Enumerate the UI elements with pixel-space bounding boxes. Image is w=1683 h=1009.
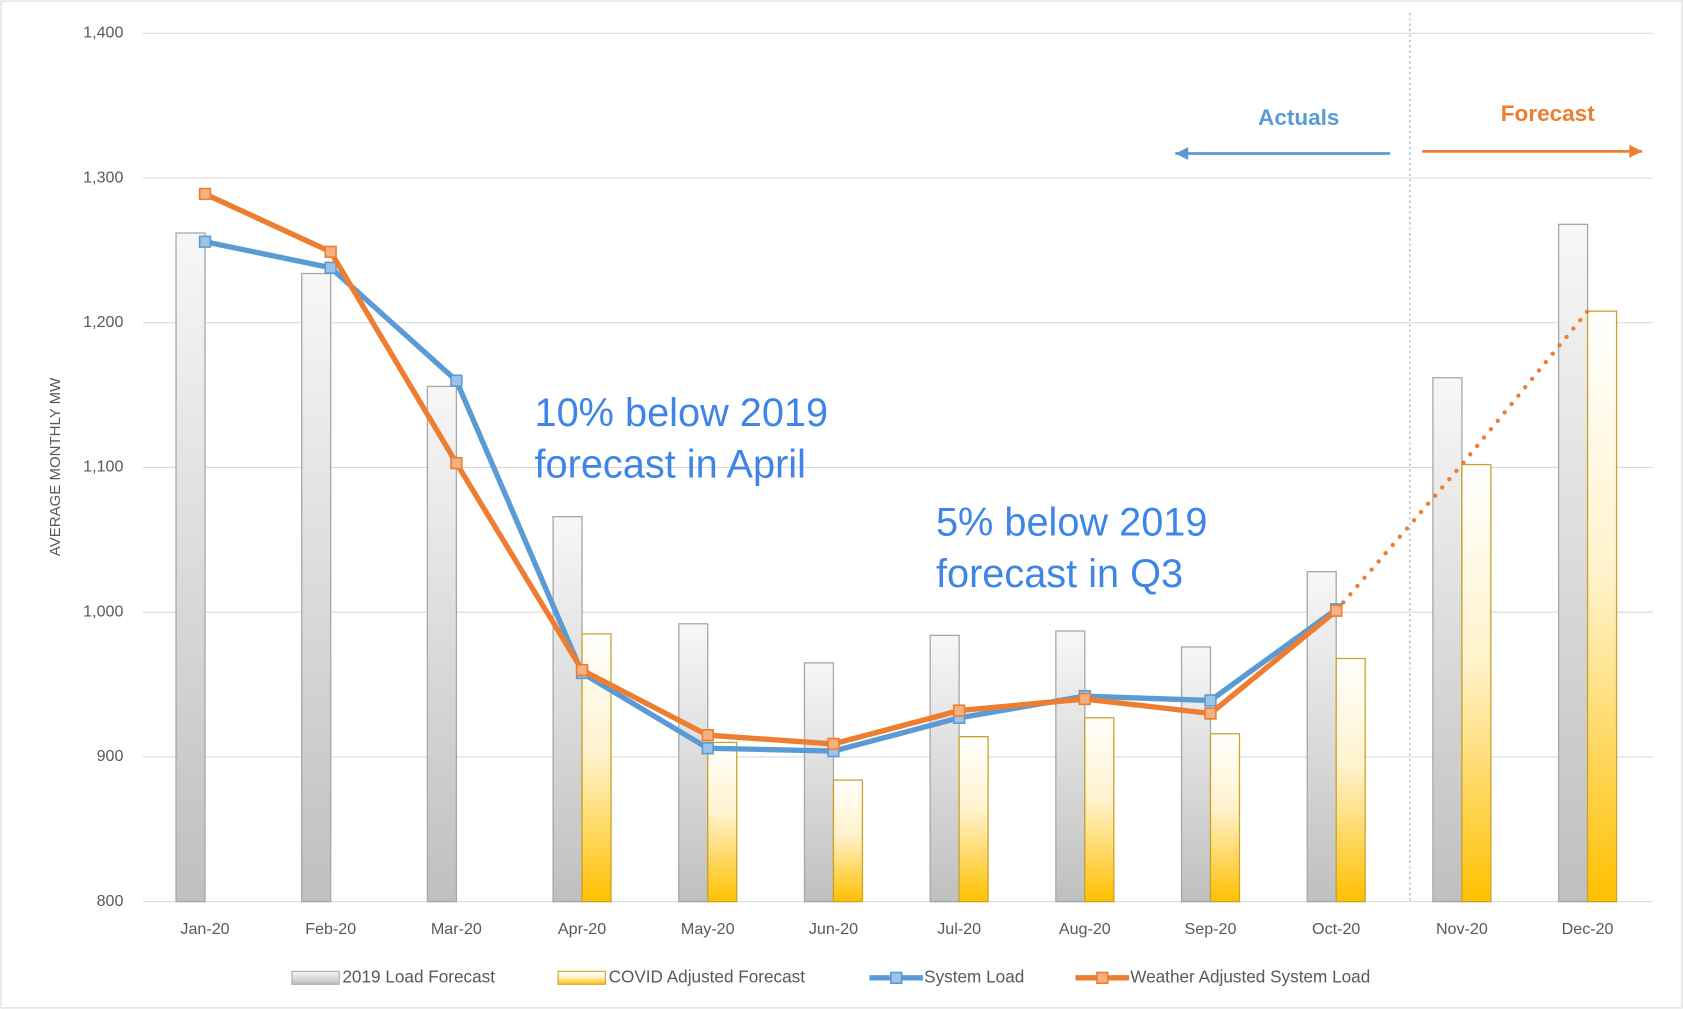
region-arrowhead — [1629, 144, 1643, 158]
line-marker — [701, 742, 714, 755]
x-tick-label: Mar-20 — [431, 920, 482, 938]
bar — [426, 385, 458, 903]
x-tick-label: Feb-20 — [305, 920, 356, 938]
bar — [1557, 223, 1589, 903]
x-tick-label: Oct-20 — [1312, 920, 1360, 938]
x-tick-label: Jun-20 — [809, 920, 858, 938]
bar — [1335, 657, 1366, 903]
y-tick-label: 900 — [97, 747, 124, 765]
y-tick-label: 1,200 — [83, 313, 123, 331]
legend-swatch — [291, 970, 340, 985]
annotation: forecast in April — [535, 442, 806, 486]
line-marker — [952, 704, 966, 717]
line-marker — [1078, 692, 1091, 706]
line-marker — [1204, 694, 1217, 707]
legend-swatch-marker — [890, 971, 903, 985]
bar — [929, 634, 960, 903]
line-marker — [1204, 707, 1217, 720]
annotation: 5% below 2019 — [936, 500, 1208, 544]
bar — [1209, 733, 1241, 903]
line — [204, 239, 1338, 754]
bar — [1084, 717, 1115, 903]
y-tick-label: 1,300 — [83, 168, 123, 186]
x-tick-label: Jan-20 — [180, 920, 229, 938]
bar — [175, 232, 206, 903]
y-axis-label: AVERAGE MONTHLY MW — [47, 377, 64, 556]
bar — [1432, 377, 1463, 903]
x-tick-label: May-20 — [681, 920, 735, 938]
x-tick-label: Apr-20 — [558, 920, 606, 938]
bar — [707, 741, 738, 903]
y-tick-label: 1,000 — [83, 602, 123, 620]
bar — [832, 779, 864, 903]
line-marker — [575, 663, 589, 677]
y-tick-label: 800 — [97, 892, 124, 910]
bar — [552, 516, 583, 903]
region-label: Actuals — [1258, 105, 1339, 130]
bar — [1586, 310, 1618, 903]
line-marker — [1330, 604, 1343, 617]
x-tick-label: Jul-20 — [937, 920, 981, 938]
projection-line — [1334, 309, 1590, 613]
line-marker — [198, 187, 212, 201]
bar — [1055, 630, 1086, 903]
bar — [1180, 646, 1212, 903]
region-arrowhead — [1175, 147, 1189, 160]
legend-label: 2019 Load Forecast — [342, 966, 495, 986]
x-tick-label: Aug-20 — [1059, 920, 1111, 938]
line-marker — [450, 456, 463, 470]
x-tick-label: Sep-20 — [1185, 920, 1237, 938]
y-tick-label: 1,400 — [83, 24, 123, 42]
bar — [1461, 463, 1492, 903]
line-marker — [827, 737, 840, 751]
bar — [678, 623, 709, 903]
line-marker — [324, 261, 337, 274]
x-tick-label: Nov-20 — [1436, 920, 1488, 938]
bar — [803, 662, 835, 903]
line-marker — [450, 374, 463, 387]
line-marker — [324, 245, 337, 259]
bar — [958, 736, 989, 903]
annotation: 10% below 2019 — [535, 391, 829, 435]
legend-swatch-marker — [1096, 971, 1109, 985]
legend-label: System Load — [924, 966, 1024, 986]
x-tick-label: Dec-20 — [1562, 920, 1614, 938]
annotation: forecast in Q3 — [936, 552, 1183, 596]
y-tick-label: 1,100 — [83, 458, 123, 476]
legend-label: Weather Adjusted System Load — [1130, 966, 1370, 986]
legend-swatch — [557, 970, 606, 985]
line — [203, 191, 1338, 747]
region-label: Forecast — [1501, 101, 1595, 126]
legend-label: COVID Adjusted Forecast — [609, 966, 806, 986]
line-marker — [198, 235, 212, 248]
line-marker — [701, 729, 714, 742]
bar — [301, 272, 332, 903]
